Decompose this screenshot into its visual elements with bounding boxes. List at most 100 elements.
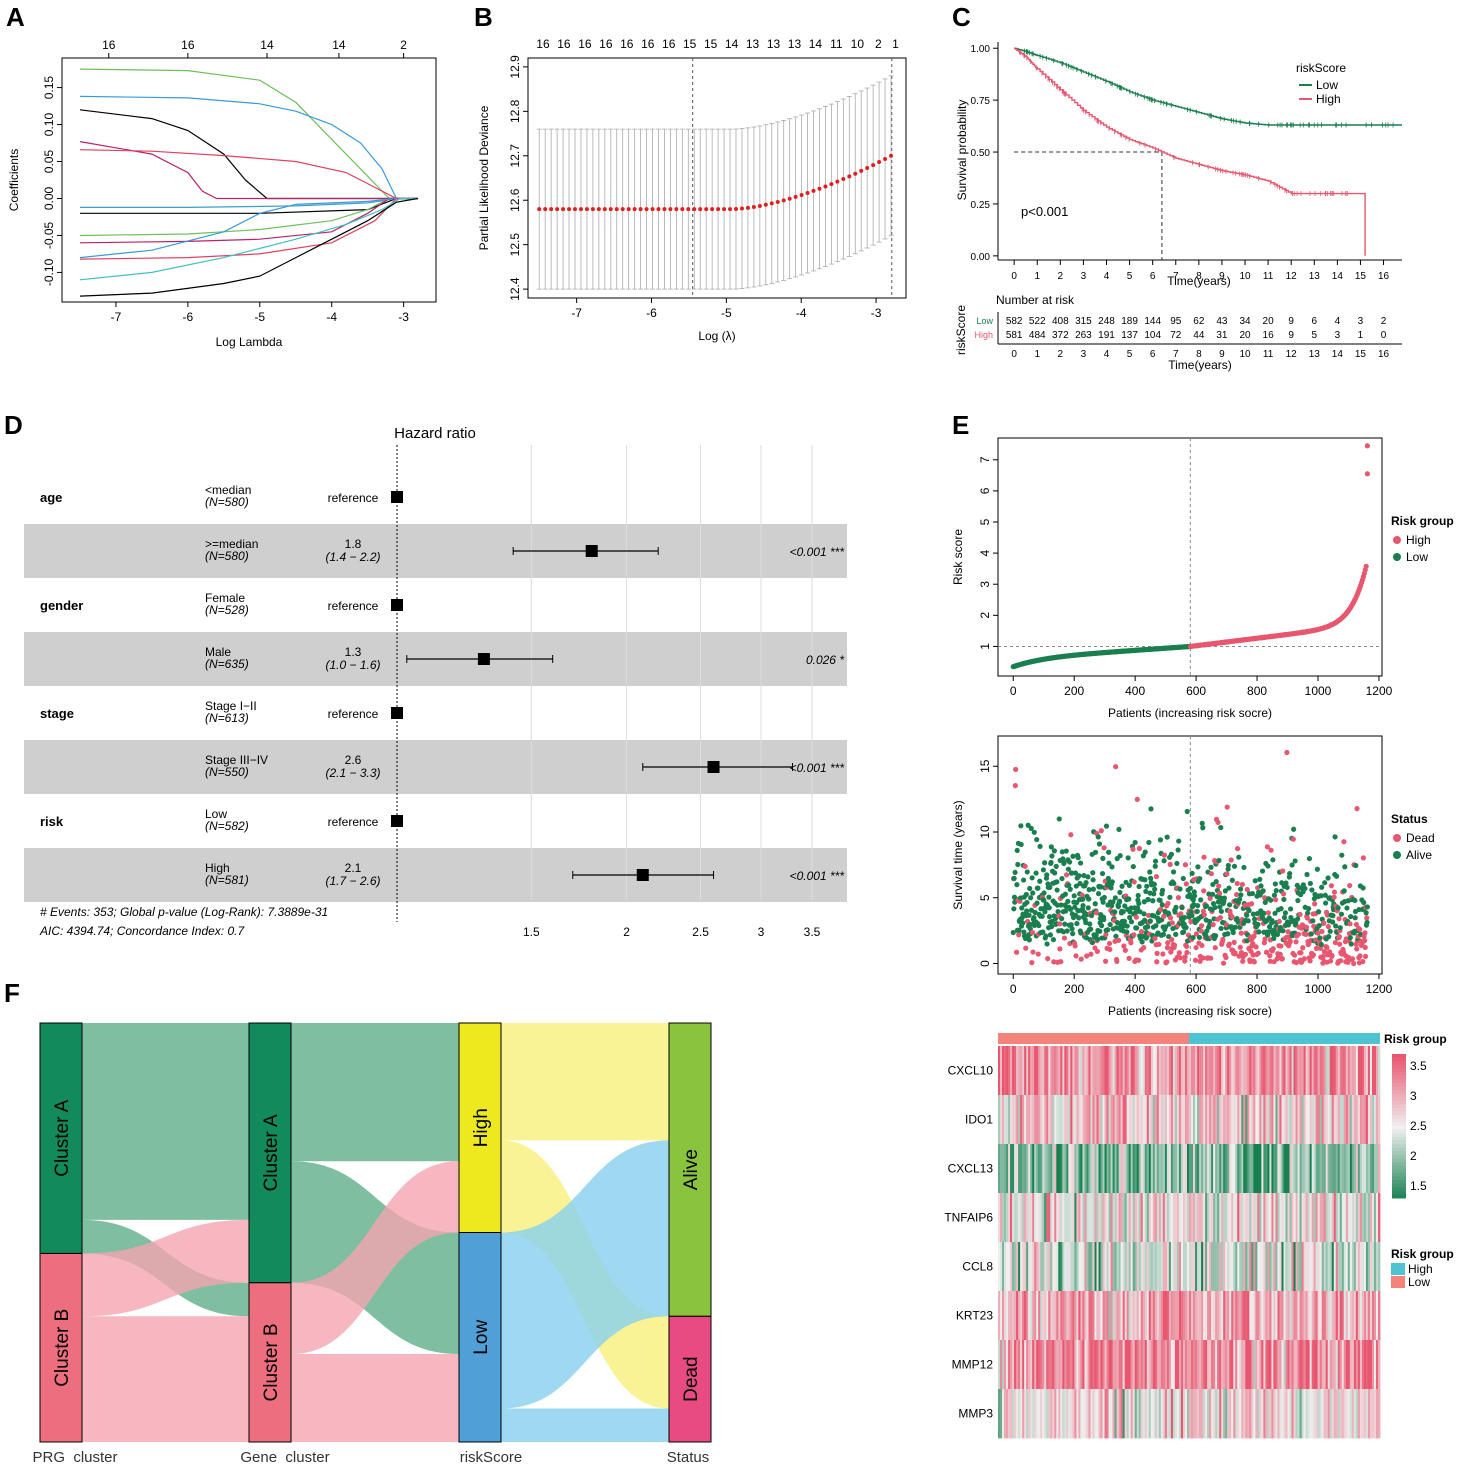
heatmap-cell (1211, 1242, 1214, 1292)
heatmap-cell (1315, 1389, 1319, 1439)
heatmap-cell (1257, 1389, 1260, 1439)
heatmap-cell (1018, 1389, 1021, 1439)
risk-row-label: High (974, 330, 993, 340)
panel-label-e: E (952, 410, 970, 440)
heatmap-cell (1006, 1389, 1009, 1439)
heatmap-cell (1317, 1340, 1321, 1390)
alive-point (1309, 887, 1315, 893)
alluvial-flow (291, 1161, 459, 1355)
heatmap-cell (1118, 1193, 1122, 1243)
heatmap-cell (1215, 1193, 1218, 1243)
alive-point (1352, 897, 1358, 904)
heatmap-cell (1026, 1193, 1029, 1243)
heatmap-cell (1201, 1291, 1204, 1341)
heatmap-cell (1265, 1046, 1268, 1096)
heatmap-cell (1257, 1291, 1260, 1341)
risk-count: 20 (1263, 316, 1275, 327)
alive-point (1081, 872, 1087, 879)
heatmap-cell (1347, 1144, 1351, 1194)
heatmap-cell (1108, 1046, 1111, 1096)
legend-label: Low (1316, 78, 1338, 92)
deviance-point (853, 171, 858, 176)
heatmap-cell (1068, 1193, 1071, 1243)
heatmap-cell (1225, 1095, 1228, 1145)
alive-point (1231, 863, 1238, 869)
alive-point (1116, 826, 1122, 833)
alive-point (1062, 921, 1068, 927)
heatmap-cell (1375, 1389, 1379, 1439)
alive-point (1033, 870, 1039, 876)
heatmap-cell (1245, 1193, 1248, 1243)
dead-point (1277, 951, 1283, 957)
dead-point (1255, 950, 1261, 956)
alive-point (1238, 892, 1244, 898)
heatmap-cell (1221, 1046, 1224, 1096)
heatmap-cell (1180, 1144, 1184, 1194)
heatmap-cell (1062, 1095, 1065, 1145)
deviance-point (763, 202, 768, 207)
heatmap-cell (1110, 1340, 1113, 1390)
heatmap-cell (1174, 1193, 1178, 1243)
heatmap-cell (1074, 1193, 1077, 1243)
heatmap-cell (1219, 1340, 1222, 1390)
heatmap-cell (1227, 1144, 1230, 1194)
heatmap-cell (1152, 1193, 1156, 1243)
dead-point (1169, 937, 1175, 943)
alive-point (1281, 914, 1288, 921)
forest-title: Hazard ratio (394, 425, 476, 442)
hazard-ratio-value: 1.3 (345, 645, 362, 659)
heatmap-cell (1004, 1389, 1007, 1439)
dead-point (1197, 958, 1203, 964)
heatmap-cell (1213, 1389, 1216, 1439)
dead-point (1270, 946, 1276, 952)
heatmap-cell (1375, 1144, 1379, 1194)
heatmap-cell (1317, 1046, 1321, 1096)
alive-point (1157, 837, 1164, 843)
heatmap-cell (1006, 1046, 1009, 1096)
heatmap-cell (1010, 1340, 1013, 1390)
heatmap-cell (1323, 1389, 1327, 1439)
heatmap-cell (1068, 1389, 1071, 1439)
y-tick-label: 5 (978, 518, 992, 525)
heatmap-cell (1279, 1095, 1282, 1145)
dead-point (1332, 939, 1338, 946)
heatmap-cell (1168, 1144, 1172, 1194)
heatmap-cell (1239, 1291, 1242, 1341)
alive-point (1230, 929, 1236, 936)
heatmap-cell (1223, 1291, 1226, 1341)
alive-point (1316, 909, 1322, 915)
heatmap-cell (1239, 1242, 1242, 1292)
heatmap-cell (1199, 1291, 1202, 1341)
heatmap-cell (1144, 1340, 1148, 1390)
alive-point (1100, 855, 1106, 861)
heatmap-cell (1122, 1340, 1126, 1390)
heatmap-cell (1018, 1095, 1021, 1145)
heatmap-cell (1104, 1046, 1107, 1096)
heatmap-cell (1311, 1389, 1315, 1439)
dead-point (1331, 894, 1337, 900)
heatmap-cell (1207, 1095, 1210, 1145)
heatmap-cell (1132, 1242, 1136, 1292)
heatmap-cell (1184, 1242, 1188, 1292)
heatmap-cell (1223, 1095, 1226, 1145)
dead-point (1188, 918, 1194, 925)
alive-point (1056, 816, 1062, 822)
heatmap-cell (1090, 1046, 1093, 1096)
heatmap-cell (1004, 1095, 1007, 1145)
heatmap-cell (1102, 1340, 1105, 1390)
alive-point (1097, 928, 1103, 934)
alive-point (1330, 913, 1336, 919)
alive-point (1083, 880, 1089, 886)
heatmap-cell (1166, 1340, 1170, 1390)
alive-point (1176, 838, 1182, 844)
x-tick-label: 15 (1355, 349, 1367, 360)
heatmap-cell (1235, 1242, 1238, 1292)
heatmap-cell (1245, 1095, 1248, 1145)
heatmap-cell (1130, 1046, 1134, 1096)
x-tick-label: 1200 (1366, 684, 1393, 698)
dead-point (1279, 956, 1285, 962)
heatmap-cell (1229, 1046, 1232, 1096)
alive-point (1191, 901, 1197, 908)
heatmap-cell (1046, 1242, 1049, 1292)
heatmap-cell (1078, 1291, 1081, 1341)
